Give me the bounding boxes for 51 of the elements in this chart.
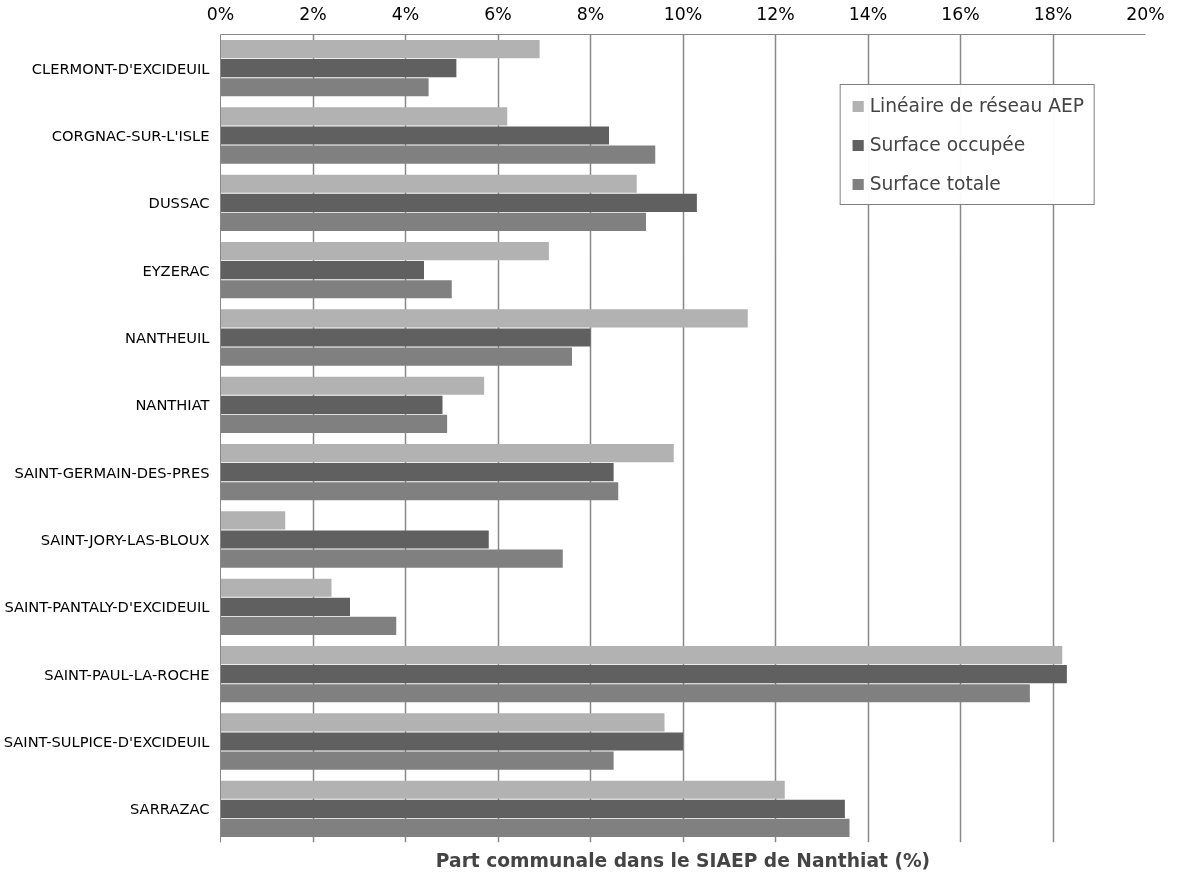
x-tick-label: 8% (576, 3, 605, 24)
y-tick-label: SAINT-PANTALY-D'EXCIDEUIL (4, 598, 211, 616)
bar (220, 444, 674, 463)
legend-label: Surface occupée (869, 134, 1026, 155)
y-tick-label: DUSSAC (148, 194, 210, 212)
y-tick-label: SAINT-PAUL-LA-ROCHE (44, 665, 210, 683)
bar (220, 107, 508, 126)
bar (220, 665, 1067, 684)
legend-label: Linéaire de réseau AEP (869, 95, 1084, 116)
bar (220, 799, 845, 818)
bar (220, 242, 549, 261)
bar (220, 578, 332, 597)
y-tick-label: SARRAZAC (130, 800, 210, 818)
x-tick-label: 12% (756, 3, 795, 24)
bar (220, 40, 540, 59)
bar (220, 376, 485, 395)
bar (220, 193, 697, 212)
y-tick-label: NANTHEUIL (125, 329, 211, 346)
bar (220, 463, 614, 482)
y-tick-label: EYZERAC (142, 261, 210, 279)
y-tick-label: CORGNAC-SUR-L'ISLE (51, 127, 210, 144)
x-tick-label: 16% (941, 3, 980, 24)
bar (220, 328, 591, 347)
y-tick-label: SAINT-SULPICE-D'EXCIDEUIL (3, 733, 211, 750)
bar (220, 732, 683, 751)
y-tick-label: SAINT-JORY-LAS-BLOUX (40, 531, 210, 548)
y-tick-label: NANTHIAT (135, 396, 210, 414)
bar (220, 530, 489, 549)
bar (220, 126, 609, 145)
bar (220, 597, 350, 616)
bar (220, 780, 785, 799)
x-tick-label: 18% (1033, 3, 1073, 24)
bar (220, 174, 637, 193)
x-tick-label: 2% (299, 3, 327, 24)
x-tick-label: 14% (848, 3, 888, 24)
x-axis-title: Part communale dans le SIAEP de Nanthiat (%) (435, 849, 931, 871)
bar (220, 261, 424, 280)
x-tick-label: 6% (484, 3, 512, 24)
y-tick-label: CLERMONT-D'EXCIDEUIL (31, 59, 211, 77)
bar (220, 713, 665, 732)
y-tick-label: SAINT-GERMAIN-DES-PRES (14, 463, 210, 481)
legend-label: Surface totale (869, 173, 1001, 194)
bar (220, 309, 748, 328)
x-tick-label: 4% (391, 3, 420, 24)
bar (220, 59, 457, 78)
bar (220, 646, 1063, 665)
x-tick-label: 0% (206, 3, 235, 24)
bar (220, 511, 286, 530)
x-tick-label: 10% (663, 3, 703, 24)
x-tick-label: 20% (1126, 3, 1165, 24)
bar (220, 395, 443, 414)
